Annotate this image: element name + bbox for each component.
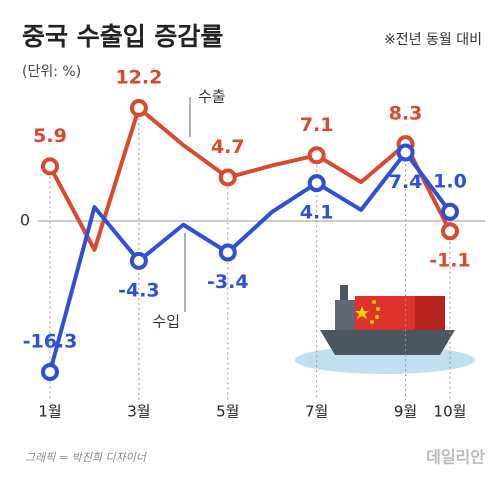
data-label: 12.2 xyxy=(115,67,162,89)
data-label: 7.1 xyxy=(300,114,334,136)
x-tick-label: 7월 xyxy=(305,403,328,421)
series-line xyxy=(48,150,452,373)
point xyxy=(307,146,326,165)
point xyxy=(41,157,59,176)
data-label: -1.1 xyxy=(429,250,471,272)
point xyxy=(396,143,415,162)
data-label: -16.3 xyxy=(23,330,78,352)
subtitle: (단위: %) xyxy=(22,64,81,80)
data-label: 5.9 xyxy=(33,125,67,147)
credit: 그래픽 = 박진희 디자이너 xyxy=(25,451,148,464)
series-line xyxy=(48,106,452,252)
point xyxy=(218,243,237,262)
x-tick-label: 1월 xyxy=(38,403,61,421)
watermark: 데일리안 xyxy=(426,448,485,467)
point xyxy=(218,168,237,187)
point xyxy=(441,222,459,241)
point xyxy=(41,362,59,381)
data-label: 7.4 xyxy=(389,171,423,193)
data-label: -4.3 xyxy=(118,279,160,301)
note: ※전년 동월 대비 xyxy=(384,32,482,48)
point xyxy=(307,174,326,193)
x-tick-label: 10월 xyxy=(434,403,467,421)
series-label: 수입 xyxy=(152,313,180,331)
x-tick-label: 9월 xyxy=(394,403,417,421)
data-label: 4.1 xyxy=(300,202,334,224)
data-label: 1.0 xyxy=(433,170,467,192)
point xyxy=(129,251,148,270)
data-label: 8.3 xyxy=(389,103,423,125)
ship-icon xyxy=(295,285,475,374)
data-label: -3.4 xyxy=(207,271,249,293)
x-tick-label: 5월 xyxy=(216,403,239,421)
point xyxy=(441,202,459,221)
chart-title: 중국 수출입 증감률 xyxy=(22,22,223,51)
point xyxy=(129,99,148,118)
data-label: 4.7 xyxy=(211,136,245,158)
x-tick-label: 3월 xyxy=(127,403,150,421)
y-tick-label: 0 xyxy=(20,211,30,230)
series-label: 수출 xyxy=(198,88,226,106)
